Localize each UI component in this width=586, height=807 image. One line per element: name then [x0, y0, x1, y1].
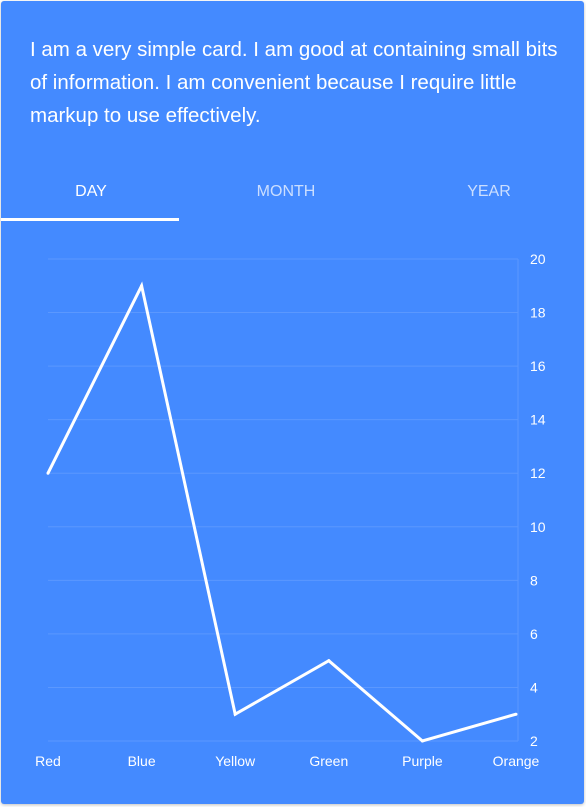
y-tick-label: 8 — [530, 572, 538, 588]
x-tick-label: Purple — [402, 753, 443, 769]
x-tick-label: Yellow — [215, 753, 256, 769]
y-tick-label: 12 — [530, 465, 546, 481]
y-tick-label: 20 — [530, 251, 546, 267]
x-axis-ticks: Red Blue Yellow Green Purple Orange — [35, 753, 539, 769]
data-point — [420, 739, 424, 743]
grid-lines — [48, 258, 519, 742]
x-tick-label: Red — [35, 753, 61, 769]
data-point — [46, 471, 50, 475]
data-point — [327, 659, 331, 663]
tab-year[interactable]: Year — [467, 183, 511, 200]
x-tick-label: Green — [309, 753, 348, 769]
x-tick-label: Orange — [493, 753, 540, 769]
y-tick-label: 14 — [530, 412, 546, 428]
tab-day[interactable]: Day — [75, 183, 107, 200]
y-tick-label: 6 — [530, 626, 538, 642]
series-line — [46, 281, 517, 743]
tab-bar: Day Month Year — [1, 167, 584, 223]
y-tick-label: 2 — [530, 733, 538, 749]
x-tick-label: Blue — [128, 753, 156, 769]
y-tick-label: 10 — [530, 519, 546, 535]
series-group — [46, 281, 518, 743]
y-tick-label: 4 — [530, 679, 538, 695]
data-point — [514, 712, 518, 716]
y-tick-label: 18 — [530, 305, 546, 321]
active-tab-indicator — [1, 218, 179, 221]
data-point — [140, 284, 144, 288]
y-tick-label: 16 — [530, 358, 546, 374]
card-text: I am a very simple card. I am good at co… — [30, 38, 558, 127]
tab-month[interactable]: Month — [256, 183, 316, 200]
y-axis-ticks: 20 18 16 14 12 10 8 6 4 2 — [530, 251, 546, 749]
data-point — [233, 712, 237, 716]
